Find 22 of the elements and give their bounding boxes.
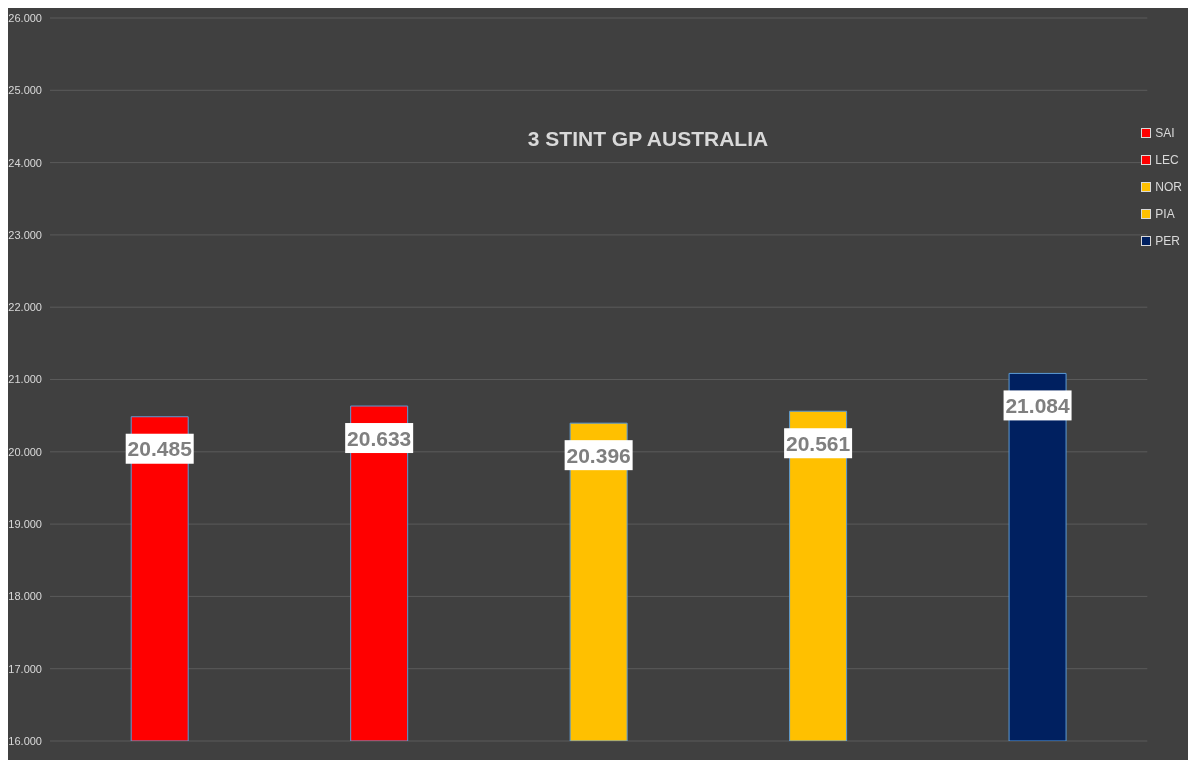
y-tick-label: 17.000 [8,662,42,675]
legend-label: SAI [1155,126,1175,140]
y-tick-label: 19.000 [8,518,42,531]
legend-label: NOR [1155,180,1182,194]
data-label: 20.396 [566,443,631,467]
y-tick-label: 21.000 [8,373,42,386]
y-tick-label: 26.000 [8,11,42,24]
y-tick-label: 20.000 [8,445,42,458]
y-tick-label: 22.000 [8,301,42,314]
text: 3 STINT GP AUSTRALIA [527,127,769,150]
y-tick-label: 23.000 [8,228,42,241]
data-label: 21.084 [1005,393,1070,417]
y-tick-label: 16.000 [8,734,42,747]
data-label: 20.633 [347,426,412,450]
data-label: 20.561 [785,431,851,455]
y-tick-label: 25.000 [8,84,42,97]
y-tick-label: 18.000 [8,590,42,603]
legend-label: PIA [1155,207,1175,221]
legend-label: LEC [1155,153,1179,167]
legend-label: PER [1155,234,1181,248]
y-tick-label: 24.000 [8,156,42,169]
data-label: 20.485 [127,437,193,461]
